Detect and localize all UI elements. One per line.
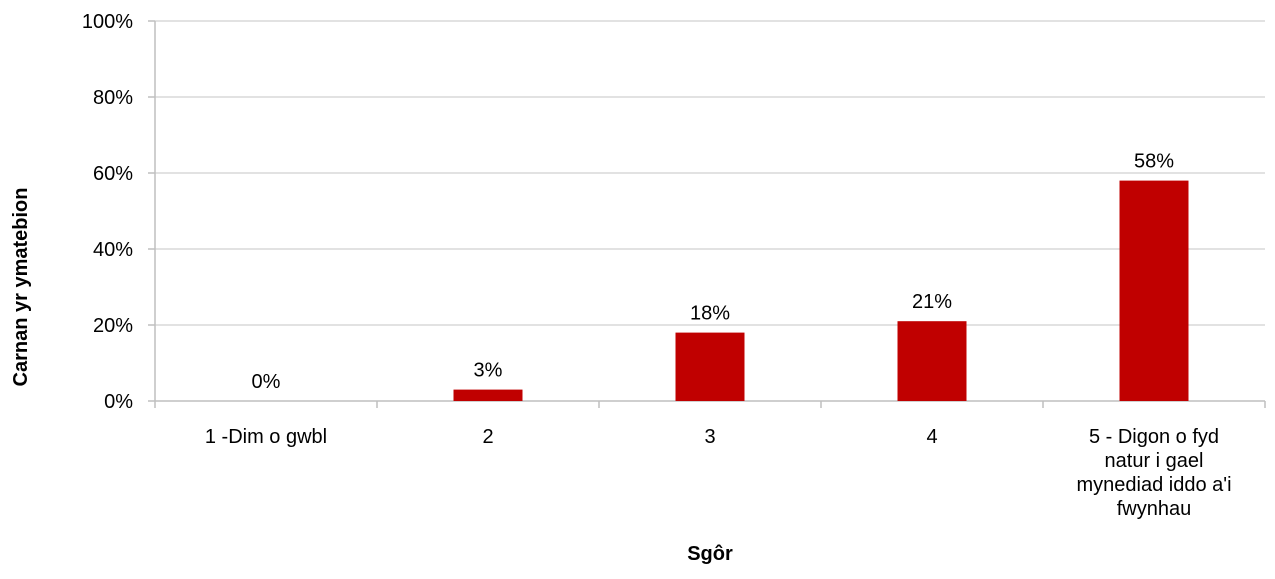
y-tick-label: 40% — [93, 239, 133, 261]
data-label: 0% — [252, 371, 281, 393]
bar — [897, 321, 967, 401]
data-label: 18% — [690, 303, 730, 325]
data-label: 3% — [474, 360, 503, 382]
data-label: 21% — [912, 291, 952, 313]
data-labels: 0% 3% 18% 21% 58% — [252, 151, 1175, 393]
x-category-label: 5 - Digon o fyd natur i gael mynediad iddo… — [1076, 426, 1231, 520]
y-tick-label: 60% — [93, 163, 133, 185]
data-label: 58% — [1134, 151, 1174, 173]
y-tick-label: 100% — [82, 11, 133, 33]
y-tick-label: 80% — [93, 87, 133, 109]
bar — [675, 332, 745, 401]
category-labels: 1 -Dim o gwbl 2 3 4 5 - Digon o fyd natur i g… — [205, 426, 1232, 520]
y-tick-label: 20% — [93, 315, 133, 337]
x-category-label: 1 -Dim o gwbl — [205, 426, 327, 448]
bar — [1119, 180, 1189, 401]
y-axis-title: Carnan yr ymatebion — [10, 188, 32, 387]
gridlines — [155, 20, 1265, 326]
bars — [453, 180, 1189, 401]
y-tick-label: 0% — [104, 391, 133, 413]
x-axis-title: Sgôr — [687, 543, 733, 565]
bar — [453, 389, 523, 401]
x-category-label: 3 — [704, 426, 715, 448]
x-category-label: 2 — [482, 426, 493, 448]
tick-labels: 0% 20% 40% 60% 80% 100% — [82, 11, 133, 413]
x-category-label: 4 — [926, 426, 937, 448]
